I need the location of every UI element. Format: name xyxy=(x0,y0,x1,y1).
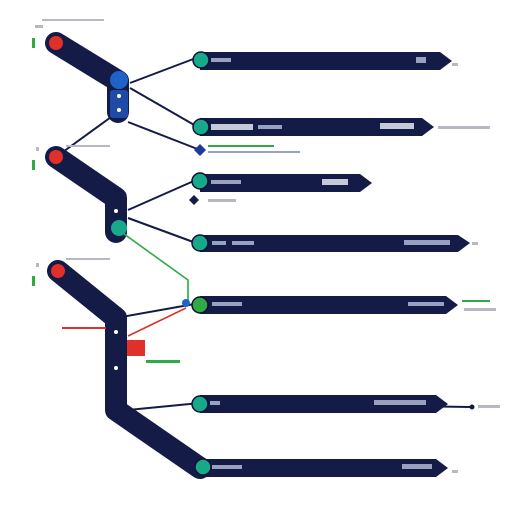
branch-bar-6 xyxy=(200,395,448,413)
branch-bar-4 xyxy=(200,235,470,252)
junction-red-icon xyxy=(114,330,145,370)
arrow-end-icon xyxy=(469,404,475,410)
branch-bar-3 xyxy=(200,174,372,192)
node-red-icon xyxy=(49,150,63,164)
node-red-icon xyxy=(49,36,63,50)
junction-teal-icon xyxy=(111,209,127,236)
faint-annotations xyxy=(35,19,500,473)
small-diamond-icon xyxy=(182,144,206,307)
connector-green xyxy=(123,233,189,300)
node-teal-icon xyxy=(191,395,209,413)
node-teal-icon xyxy=(192,118,210,136)
branch-bar-7 xyxy=(200,459,448,477)
junction-blue-icon xyxy=(110,71,128,118)
trunk-1 xyxy=(45,32,129,123)
branch-bar-2 xyxy=(200,118,434,136)
node-teal-icon xyxy=(194,458,212,476)
branch-bar-1 xyxy=(200,52,452,70)
node-red-icon xyxy=(51,264,65,278)
trunk-2 xyxy=(45,146,127,243)
branch-bar-5 xyxy=(200,296,458,314)
node-teal-icon xyxy=(192,51,210,69)
node-green-icon xyxy=(191,296,209,314)
faint-annotations-colored xyxy=(32,38,490,363)
connector-red xyxy=(127,307,187,337)
trunk-3 xyxy=(47,260,211,479)
node-teal-icon xyxy=(191,234,209,252)
node-teal-icon xyxy=(191,172,209,190)
